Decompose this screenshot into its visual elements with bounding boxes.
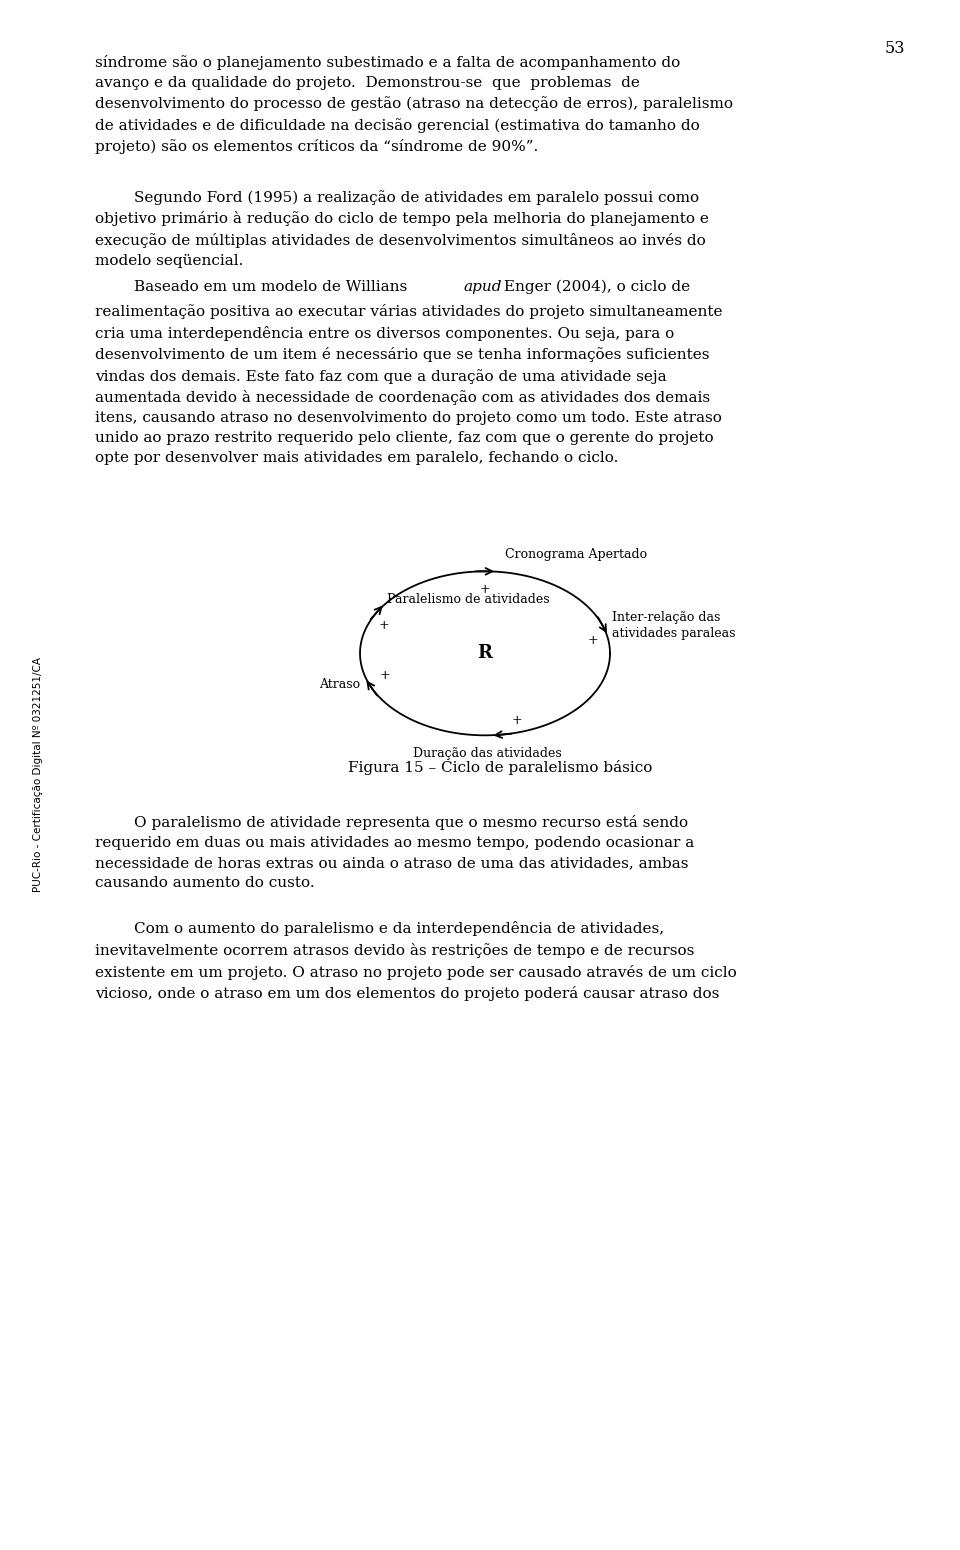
Text: +: +	[378, 618, 389, 632]
Text: +: +	[512, 715, 522, 727]
Text: +: +	[480, 583, 491, 595]
Text: Inter-relação das
atividades paraleas: Inter-relação das atividades paraleas	[612, 611, 736, 640]
Text: apud: apud	[464, 281, 502, 294]
Text: Cronograma Apertado: Cronograma Apertado	[505, 549, 647, 561]
Text: Figura 15 – Ciclo de paralelismo básico: Figura 15 – Ciclo de paralelismo básico	[348, 761, 652, 775]
Text: PUC-Rio - Certificação Digital Nº 0321251/CA: PUC-Rio - Certificação Digital Nº 032125…	[33, 657, 43, 893]
Text: Segundo Ford (1995) a realização de atividades em paralelo possui como
objetivo : Segundo Ford (1995) a realização de ativ…	[95, 191, 708, 268]
Text: Atraso: Atraso	[319, 679, 360, 691]
Text: Enger (2004), o ciclo de: Enger (2004), o ciclo de	[499, 281, 690, 294]
Text: síndrome são o planejamento subestimado e a falta de acompanhamento do
avanço e : síndrome são o planejamento subestimado …	[95, 54, 733, 155]
Text: +: +	[379, 670, 390, 682]
Text: Paralelismo de atividades: Paralelismo de atividades	[387, 594, 549, 606]
Text: realimentação positiva ao executar várias atividades do projeto simultaneamente
: realimentação positiva ao executar vária…	[95, 304, 723, 465]
Text: +: +	[588, 634, 598, 646]
Text: Duração das atividades: Duração das atividades	[413, 747, 562, 760]
Text: Baseado em um modelo de Willians: Baseado em um modelo de Willians	[95, 281, 412, 294]
Text: R: R	[477, 645, 492, 662]
Text: O paralelismo de atividade representa que o mesmo recurso está sendo
requerido e: O paralelismo de atividade representa qu…	[95, 815, 694, 891]
Text: 53: 53	[884, 40, 905, 57]
Text: Com o aumento do paralelismo e da interdependência de atividades,
inevitavelment: Com o aumento do paralelismo e da interd…	[95, 922, 736, 1001]
